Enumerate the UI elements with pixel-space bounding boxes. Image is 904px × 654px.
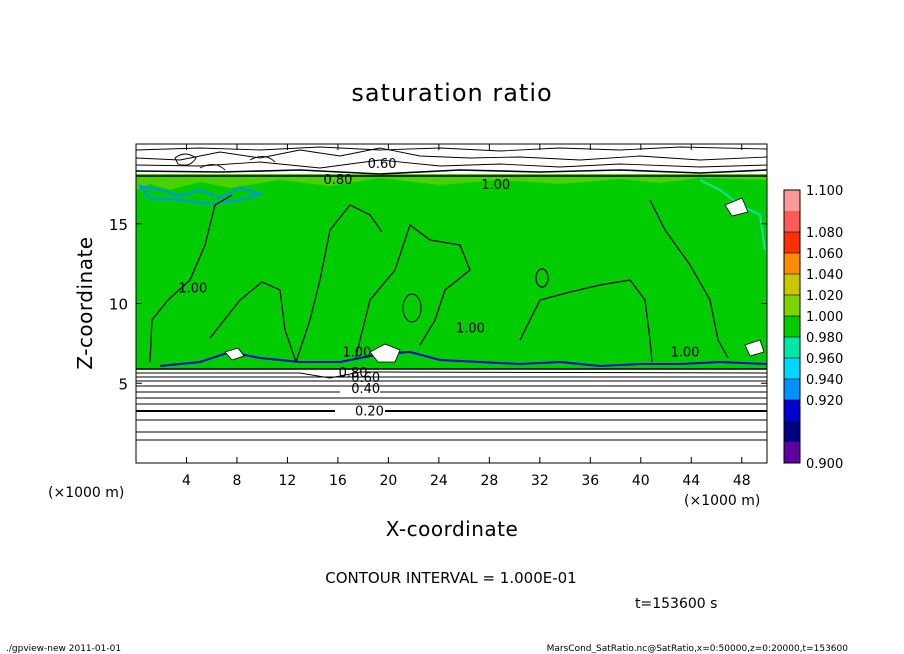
contour-label: 0.60 (368, 157, 397, 172)
colorbar-label: 1.080 (806, 226, 843, 241)
colorbar-label: 1.040 (806, 268, 843, 283)
contour-island (535, 268, 549, 288)
x-tick-label: 28 (480, 473, 498, 489)
colorbar-label: 0.960 (806, 352, 843, 367)
x-tick-label: 32 (531, 473, 549, 489)
contour-island (402, 293, 422, 323)
contour-line-1.00 (354, 224, 471, 361)
white-patch (744, 339, 765, 357)
colorbar-label: 0.940 (806, 373, 843, 388)
x-tick-label: 24 (430, 473, 448, 489)
x-tick-label: 20 (379, 473, 397, 489)
y-tick-label: 5 (118, 375, 128, 393)
white-patch (369, 343, 401, 363)
contour-line-1.00 (649, 199, 729, 359)
colorbar: 1.100 1.080 1.060 1.040 1.020 1.000 0.980 0.960… (783, 184, 843, 472)
y-axis-label: Z-coordinate (73, 236, 97, 369)
time-note: t=153600 s (635, 596, 717, 612)
colorbar-label: 0.920 (806, 394, 843, 409)
saturation-green-region (136, 174, 767, 369)
upper-fringe (136, 174, 767, 190)
x-axis: 4 8 12 16 20 24 28 32 36 40 44 48 (182, 144, 751, 489)
x-unit-right: (×1000 m) (684, 493, 760, 509)
blue-edge-bottom (159, 350, 767, 368)
plot-area (136, 144, 767, 463)
white-patch (224, 347, 245, 361)
contour-labels: 0.600.80 1.001.001.001.00 1.000.800.600.40… (178, 157, 699, 419)
colorbar-swatch (784, 400, 800, 422)
contour-label: 1.00 (481, 178, 510, 193)
contour-label: 0.20 (355, 404, 384, 419)
x-tick-label: 36 (581, 473, 599, 489)
contour-label: 1.00 (670, 345, 699, 360)
x-tick-label: 44 (682, 473, 700, 489)
contour-label: 1.00 (178, 282, 207, 297)
colorbar-label: 1.060 (806, 247, 843, 262)
contour-label: 0.80 (339, 366, 368, 381)
colorbar-swatch (784, 379, 800, 401)
colorbar-swatch (784, 358, 800, 380)
footer-right: MarsCond_SatRatio.nc@SatRatio,x=0:50000,… (547, 644, 849, 654)
colorbar-swatch (784, 421, 800, 443)
colorbar-label: 1.000 (806, 310, 843, 325)
colorbar-swatch (784, 232, 800, 254)
white-patch (724, 197, 749, 217)
colorbar-swatch (784, 337, 800, 359)
contour-label: 1.00 (456, 321, 485, 336)
y-tick-label: 10 (109, 296, 128, 314)
y-axis: 5 10 15 (109, 216, 767, 393)
x-tick-label: 8 (232, 473, 241, 489)
contour-interval-note: CONTOUR INTERVAL = 1.000E-01 (325, 569, 576, 587)
contour-line-1.00 (149, 194, 233, 363)
contour-line-1.00 (209, 281, 297, 363)
colorbar-swatch (784, 316, 800, 338)
colorbar-swatch (784, 442, 800, 464)
chart-title: saturation ratio (351, 79, 552, 107)
colorbar-swatch (784, 253, 800, 275)
footer-left: ./gpview-new 2011-01-01 (6, 644, 121, 654)
x-axis-label: X-coordinate (386, 517, 519, 541)
colorbar-label: 1.100 (806, 184, 843, 199)
contour-line-1.00 (295, 204, 383, 363)
x-tick-label: 12 (279, 473, 297, 489)
contour-label: 0.80 (323, 173, 352, 188)
colorbar-label: 0.980 (806, 331, 843, 346)
y-tick-label: 15 (109, 216, 128, 234)
x-tick-label: 4 (182, 473, 191, 489)
colorbar-label: 1.020 (806, 289, 843, 304)
colorbar-swatch (784, 274, 800, 296)
top-contours (136, 146, 767, 177)
colorbar-swatch (784, 295, 800, 317)
colorbar-swatch (784, 211, 800, 233)
contour-label: 0.40 (351, 382, 380, 397)
contour-label: 0.60 (351, 371, 380, 386)
x-tick-label: 48 (733, 473, 751, 489)
x-tick-label: 40 (632, 473, 650, 489)
contour-label: 1.00 (342, 345, 371, 360)
contour-line-1.00 (519, 279, 653, 363)
lower-contours (136, 368, 767, 441)
x-tick-label: 16 (329, 473, 347, 489)
blue-edge-top-left (137, 184, 264, 206)
x-unit-left: (×1000 m) (48, 485, 124, 501)
colorbar-swatch (784, 190, 800, 212)
colorbar-label: 0.900 (806, 457, 843, 472)
